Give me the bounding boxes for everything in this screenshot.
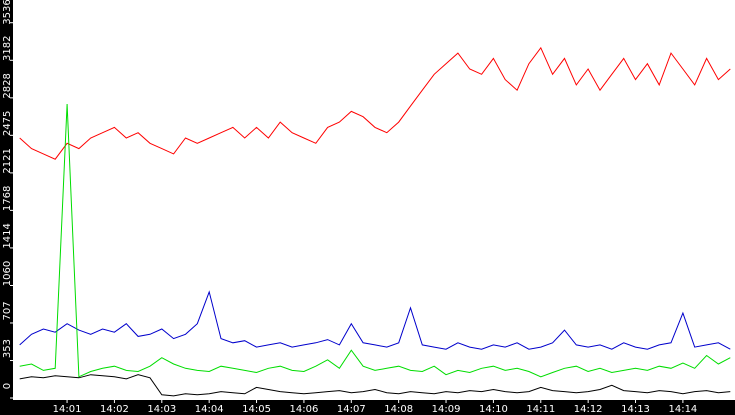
- x-tick-label: 14:10: [479, 404, 508, 415]
- y-tick-label: 2121: [2, 148, 13, 173]
- series-line: [19, 46, 731, 160]
- y-tick-label: 1414: [2, 223, 13, 248]
- y-tick-label: 2828: [2, 73, 13, 98]
- y-tick-label: 1060: [2, 261, 13, 286]
- x-tick-label: 14:11: [526, 404, 555, 415]
- x-tick-label: 14:12: [574, 404, 603, 415]
- x-tick-label: 14:08: [384, 404, 413, 415]
- series-line: [19, 374, 731, 397]
- series-line: [19, 290, 731, 350]
- y-tick-label: 353: [2, 339, 13, 358]
- series-line: [19, 103, 731, 378]
- x-tick-label: 14:13: [621, 404, 650, 415]
- x-tick-label: 14:01: [53, 404, 82, 415]
- y-tick-label: 3536: [2, 0, 13, 25]
- y-axis-strip: [0, 0, 13, 415]
- y-tick-label: 0: [2, 383, 13, 389]
- x-tick-label: 14:03: [147, 404, 176, 415]
- x-tick-label: 14:07: [337, 404, 366, 415]
- x-tick-label: 14:02: [100, 404, 129, 415]
- y-tick-label: 3182: [2, 36, 13, 61]
- y-tick-label: 2475: [2, 111, 13, 136]
- x-tick-label: 14:14: [668, 404, 697, 415]
- x-tick-label: 14:05: [242, 404, 271, 415]
- x-axis-strip: [0, 400, 735, 415]
- x-tick-label: 14:09: [432, 404, 461, 415]
- x-tick-label: 14:06: [290, 404, 319, 415]
- y-tick-label: 707: [2, 301, 13, 320]
- y-tick-label: 1768: [2, 186, 13, 211]
- x-tick-label: 14:04: [195, 404, 224, 415]
